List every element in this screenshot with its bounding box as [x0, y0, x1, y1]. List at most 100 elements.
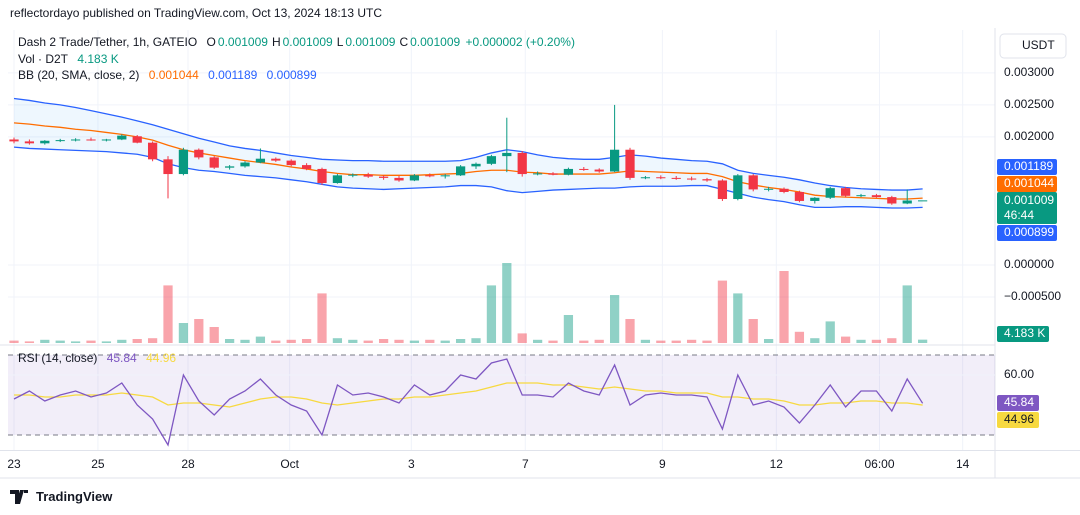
ohlc-label: L	[336, 35, 344, 49]
volume-bar	[163, 285, 173, 343]
footer: TradingView	[10, 489, 112, 504]
volume-bar	[224, 339, 235, 343]
currency-button[interactable]	[999, 33, 1067, 59]
volume-bar	[332, 338, 343, 343]
x-tick-label: 28	[181, 457, 195, 471]
ohlc-label: H	[271, 35, 281, 49]
volume-bar	[625, 319, 635, 343]
x-tick-label: 14	[956, 457, 970, 471]
candle-body	[656, 177, 666, 179]
candle-body	[548, 173, 558, 175]
rsi-tick-label: 60.00	[1004, 367, 1034, 381]
ohlc-value: 0.001009	[217, 35, 268, 49]
candle-body	[286, 160, 296, 166]
rsi-value: 45.84	[106, 351, 137, 365]
volume-bar	[471, 338, 481, 343]
volume-bar	[579, 340, 589, 343]
candle-body	[532, 173, 543, 175]
bb-title: BB (20, SMA, close, 2)	[18, 68, 140, 82]
bb-basis	[13, 122, 923, 200]
volume-bar	[609, 295, 620, 343]
volume-bar	[871, 339, 882, 343]
volume-bar	[209, 327, 219, 343]
volume-bar	[640, 339, 651, 343]
volume-bar	[548, 340, 558, 343]
volume-value: 4.183 K	[77, 52, 119, 66]
y-tick-label: 0.003000	[1004, 65, 1054, 79]
volume-bar	[409, 340, 420, 343]
volume-bar	[255, 336, 266, 343]
candle-body	[425, 175, 435, 177]
price-label-bg	[997, 225, 1057, 241]
volume-bar	[363, 340, 373, 343]
x-tick-label: Oct	[280, 457, 299, 471]
countdown: 46:44	[1004, 208, 1034, 222]
candle-body	[810, 197, 820, 201]
candle-body	[455, 166, 466, 176]
bb-upper	[13, 97, 923, 191]
price-label-bg	[997, 192, 1057, 224]
candle-body	[147, 142, 158, 160]
price-label: 0.001009	[1004, 193, 1054, 207]
volume-bar	[748, 319, 758, 343]
candle-body	[378, 176, 389, 178]
candle-body	[194, 149, 204, 158]
candle-body	[178, 149, 189, 175]
price-label-bg	[997, 176, 1057, 192]
legend-bb: BB (20, SMA, close, 2) 0.001044 0.001189…	[18, 68, 319, 82]
candle-body	[163, 159, 173, 175]
candle-body	[502, 152, 512, 157]
volume-bar	[117, 339, 127, 343]
volume-bar	[24, 341, 35, 343]
ohlc-label: C	[399, 35, 409, 49]
volume-bar	[70, 341, 81, 343]
volume-bar	[55, 340, 65, 343]
volume-bar	[794, 331, 805, 343]
candle-body	[671, 177, 681, 179]
candle-body	[271, 158, 281, 161]
volume-bar	[502, 263, 512, 343]
candle-body	[209, 157, 219, 168]
volume-bar	[671, 340, 681, 343]
logo	[10, 489, 28, 504]
candle-body	[748, 175, 758, 190]
candle-body	[917, 200, 928, 202]
legend-rsi: RSI (14, close) 45.84 44.96	[18, 351, 178, 365]
rsi-ma-label-bg	[997, 412, 1039, 428]
candle-body	[856, 195, 866, 197]
volume-bar	[563, 315, 574, 343]
candle-body	[594, 169, 604, 172]
candle-body	[471, 163, 481, 167]
volume-bar	[194, 319, 204, 343]
volume-bar	[733, 293, 743, 343]
volume-bar	[101, 341, 112, 343]
currency[interactable]: USDT	[1022, 38, 1055, 52]
volume-bar	[887, 338, 897, 343]
legend-main: Dash 2 Trade/Tether, 1h, GATEIO O 0.00100…	[18, 35, 577, 49]
volume-bar	[86, 340, 96, 343]
rsi-ma-line	[14, 382, 923, 408]
volume-bar	[486, 285, 497, 343]
candle-body	[625, 149, 635, 178]
ohlc-label: O	[206, 35, 216, 49]
candle-body	[609, 149, 620, 172]
ohlc-value: 0.001009	[345, 35, 396, 49]
candle-body	[348, 174, 358, 176]
candle-body	[317, 168, 327, 184]
volume-label: 4.183 K	[1004, 326, 1045, 340]
volume-bar	[378, 339, 389, 343]
x-tick-label: 23	[7, 457, 21, 471]
candle-body	[794, 191, 805, 201]
candle-body	[240, 162, 250, 167]
y-tick-label: 0.000000	[1004, 257, 1054, 271]
candle-body	[394, 177, 404, 181]
volume-bar	[301, 339, 312, 343]
rsi-label-bg	[997, 395, 1039, 411]
volume-bar	[348, 339, 358, 343]
candle-body	[301, 165, 312, 169]
volume-bar	[702, 340, 712, 343]
bb-upper-value: 0.001189	[208, 68, 258, 82]
candle-body	[70, 139, 81, 141]
price-label: 0.001189	[1004, 159, 1053, 173]
